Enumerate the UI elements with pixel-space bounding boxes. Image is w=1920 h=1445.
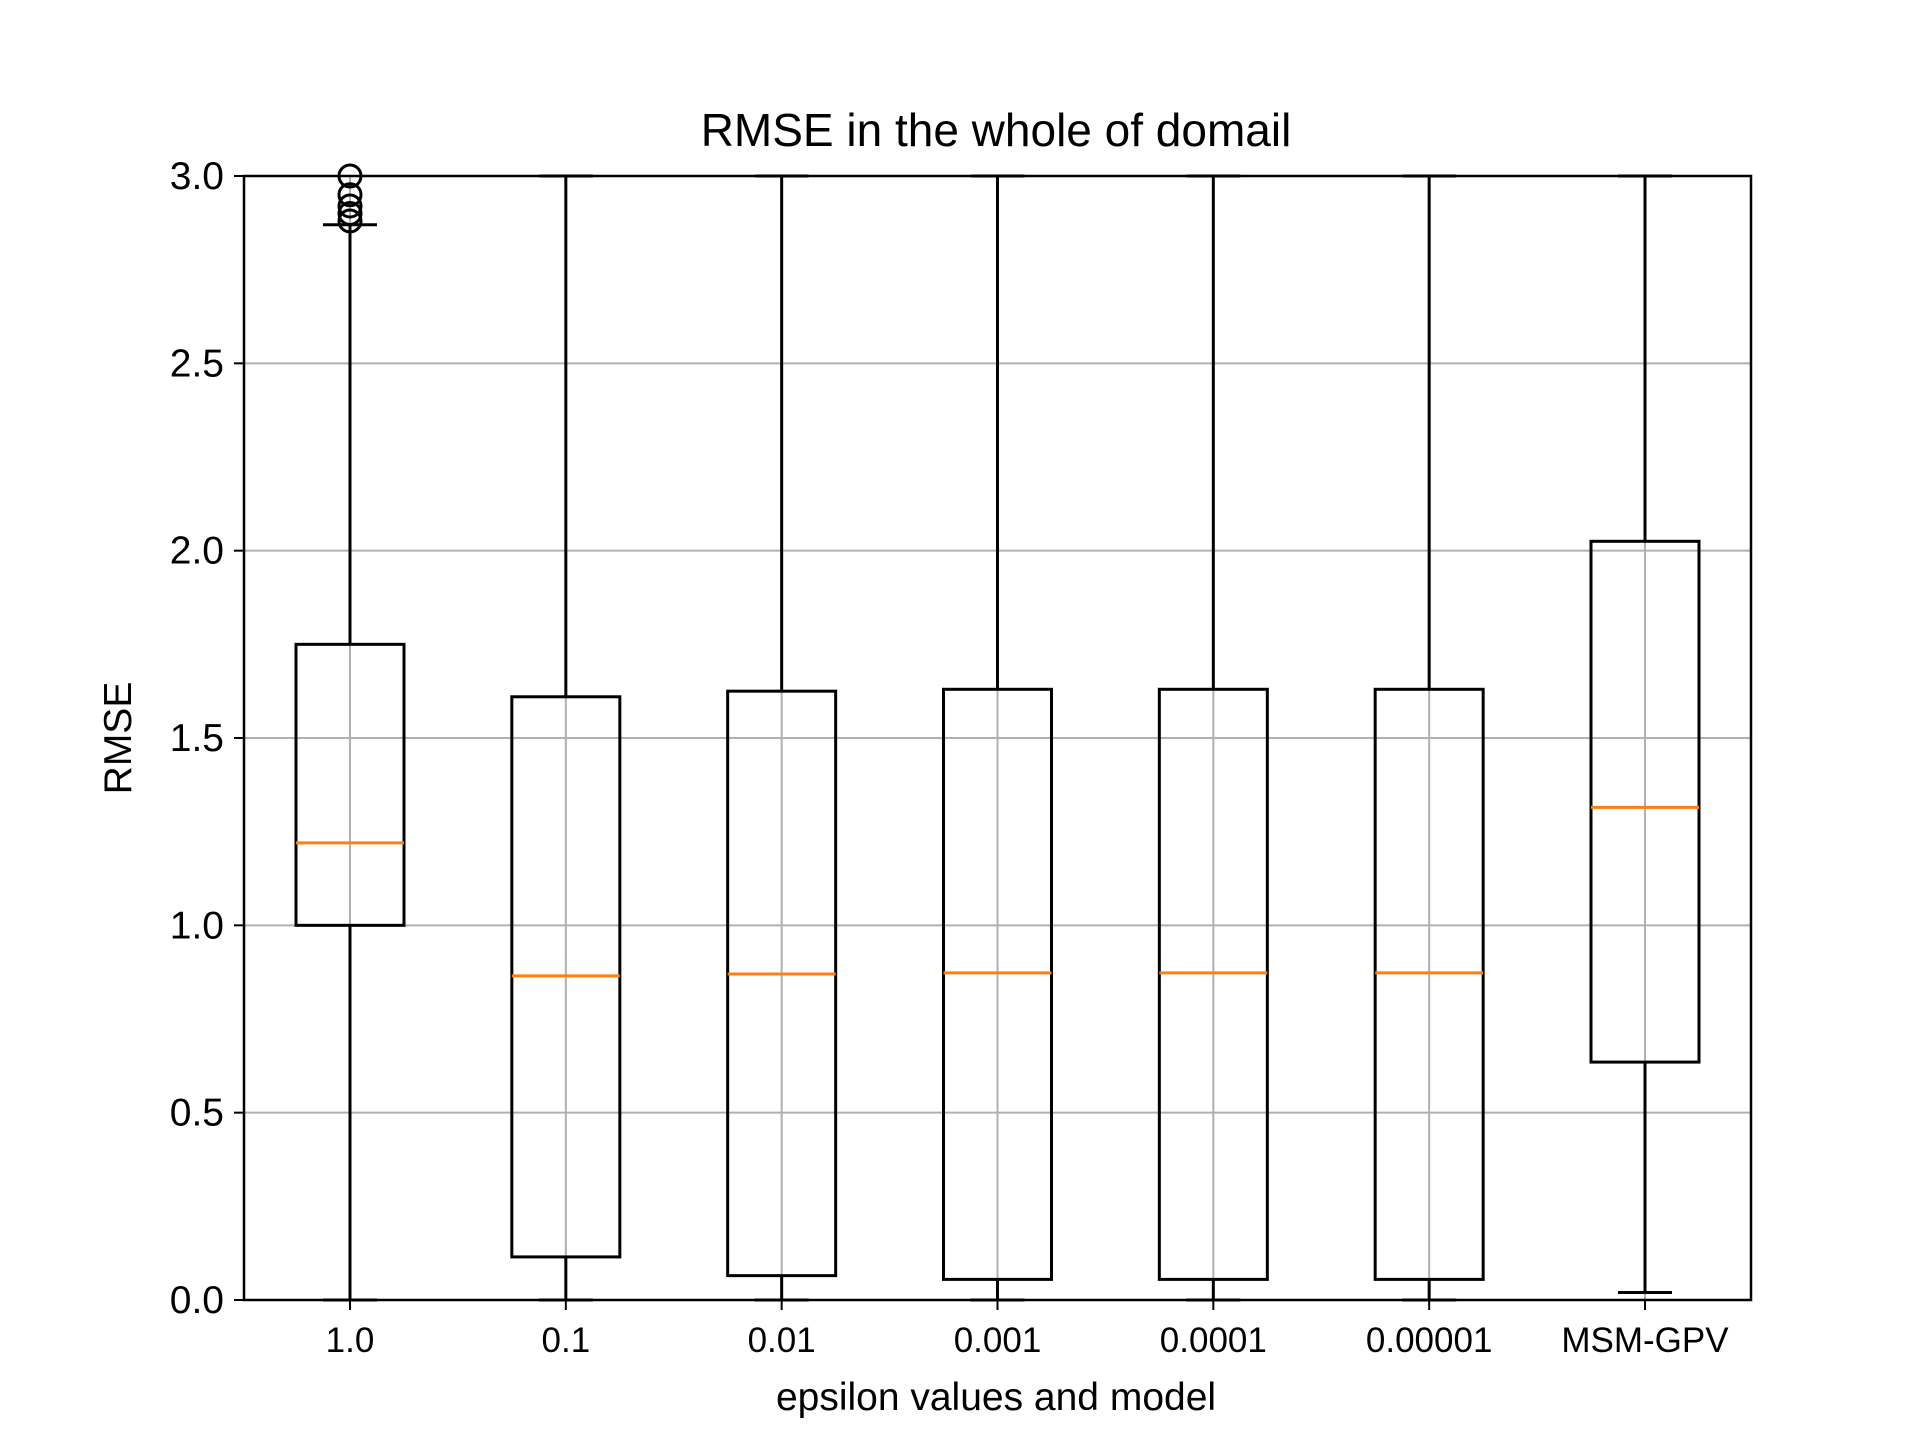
outlier-point — [337, 193, 363, 219]
box-group — [1589, 174, 1701, 1295]
outlier-point — [337, 200, 363, 226]
y-tick-label: 1.5 — [170, 717, 224, 760]
x-tick-label: 0.1 — [542, 1321, 591, 1360]
y-tick-label: 1.0 — [170, 904, 224, 947]
box-iqr — [726, 689, 838, 1278]
outlier-point — [337, 182, 363, 208]
box-iqr — [1373, 687, 1485, 1281]
outlier-point — [337, 208, 363, 234]
x-tick-label: 1.0 — [326, 1321, 375, 1360]
marks-layer — [294, 163, 1701, 1302]
y-tick-label: 3.0 — [170, 155, 224, 198]
x-axis-label: epsilon values and model — [776, 1376, 1216, 1419]
box-group — [726, 174, 838, 1302]
y-tick-label: 2.0 — [170, 530, 224, 573]
box-iqr — [1589, 539, 1701, 1064]
box-group — [942, 174, 1053, 1302]
y-tick-label: 0.5 — [170, 1092, 224, 1135]
x-tick-label: 0.01 — [748, 1321, 816, 1360]
x-tick-label: 0.001 — [954, 1321, 1042, 1360]
box-iqr — [294, 642, 406, 927]
x-tick-label: 0.0001 — [1160, 1321, 1267, 1360]
y-tick-label: 0.0 — [170, 1279, 224, 1322]
x-tick-label: MSM-GPV — [1561, 1321, 1729, 1360]
x-tick-label: 0.00001 — [1366, 1321, 1493, 1360]
chart-title: RMSE in the whole of domail — [701, 104, 1292, 156]
box-iqr — [1157, 687, 1269, 1281]
ticks-layer: 0.0 0.5 1.0 1.5 2.0 2.5 3.0 1.0 0.1 0.01 0.001 0.00… — [170, 155, 1729, 1360]
box-iqr — [942, 687, 1053, 1281]
y-axis-label: RMSE — [97, 682, 140, 795]
y-tick-label: 2.5 — [170, 342, 224, 385]
